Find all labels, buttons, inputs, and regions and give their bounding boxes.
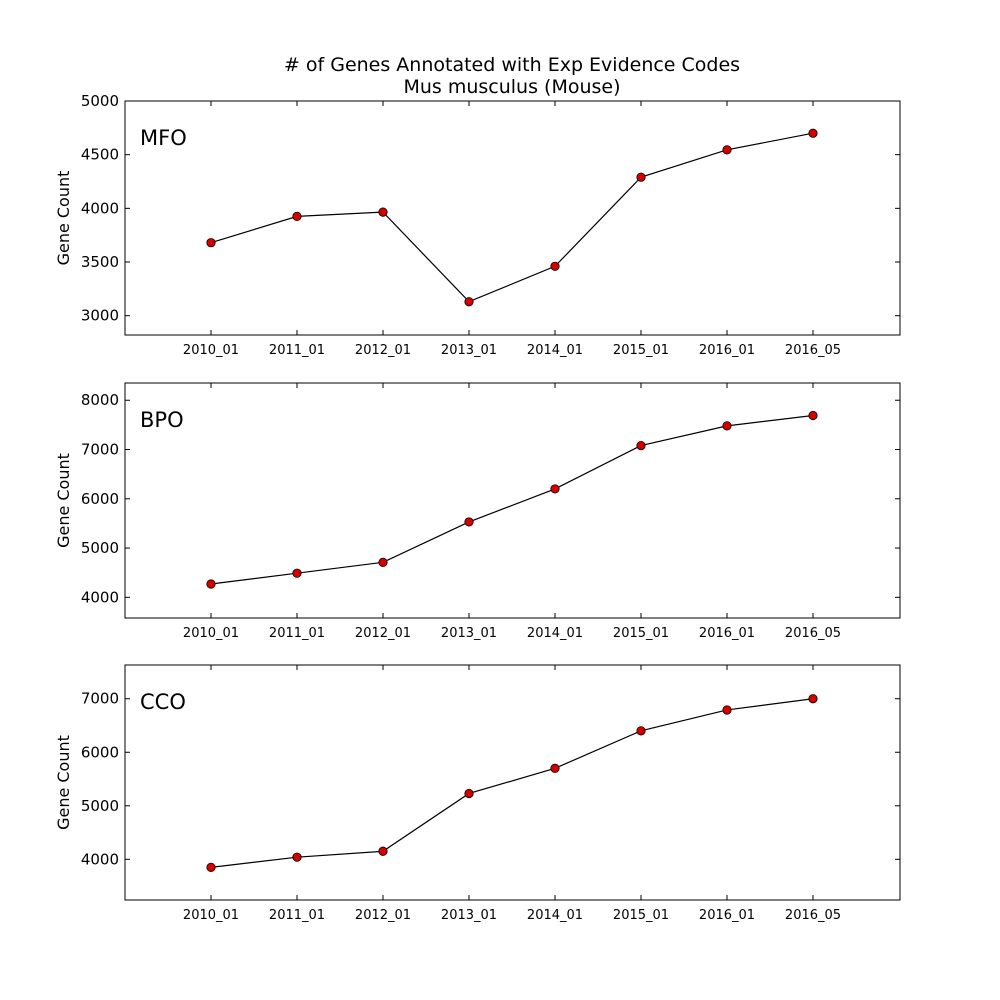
cco-xtick-label: 2016_05	[785, 908, 841, 923]
cco-data-point	[206, 862, 216, 872]
mfo-xtick-label: 2012_01	[355, 343, 411, 358]
mfo-ytick-label: 3000	[81, 307, 119, 325]
mfo-data-point	[206, 238, 216, 248]
mfo-xtick-label: 2013_01	[441, 343, 497, 358]
chart-panels: 3000 3500 4000 4500 5000 2010_01 2011_01 2012_0…	[54, 92, 901, 923]
mfo-xtick-label: 2015_01	[613, 343, 669, 358]
bpo-data-point	[378, 557, 388, 567]
bpo-data-point	[550, 484, 560, 494]
mfo-data-point	[636, 172, 646, 182]
mfo-data-point	[550, 261, 560, 271]
mfo-ytick-label: 3500	[81, 253, 119, 271]
mfo-xtick-label: 2016_05	[785, 343, 841, 358]
mfo-ytick-label: 5000	[81, 92, 119, 110]
cco-data-point	[292, 852, 302, 862]
cco-ytick-label: 6000	[81, 743, 119, 761]
cco-ytick-label: 4000	[81, 850, 119, 868]
cco-data-point	[550, 763, 560, 773]
bpo-xtick-label: 2016_05	[785, 626, 841, 641]
bpo-xtick-label: 2010_01	[183, 626, 239, 641]
bpo-ytick-label: 4000	[81, 588, 119, 606]
cco-xtick-label: 2011_01	[269, 908, 325, 923]
mfo-panel: 3000 3500 4000 4500 5000 2010_01 2011_01 2012_0…	[54, 92, 901, 358]
cco-xtick-label: 2010_01	[183, 908, 239, 923]
cco-panel-label: CCO	[140, 690, 186, 714]
mfo-data-point	[378, 207, 388, 217]
bpo-xtick-label: 2012_01	[355, 626, 411, 641]
cco-data-point	[464, 788, 474, 799]
cco-panel: 4000 5000 6000 7000 2010_01 2011_01 2012_01 201…	[54, 664, 901, 923]
cco-data-point	[378, 846, 388, 856]
mfo-axes-frame	[124, 100, 901, 336]
bpo-series-line	[210, 414, 814, 585]
cco-series-line	[210, 698, 814, 868]
bpo-ytick-label: 6000	[81, 490, 119, 508]
cco-xtick-label: 2013_01	[441, 908, 497, 923]
cco-xtick-label: 2014_01	[527, 908, 583, 923]
mfo-ytick-label: 4000	[81, 199, 119, 217]
mfo-xtick-label: 2016_01	[699, 343, 755, 358]
bpo-xtick-label: 2016_01	[699, 626, 755, 641]
cco-ytick-label: 7000	[81, 690, 119, 708]
mfo-data-point	[292, 211, 302, 221]
bpo-xtick-label: 2014_01	[527, 626, 583, 641]
mfo-panel-label: MFO	[140, 126, 187, 150]
cco-xtick-label: 2016_01	[699, 908, 755, 923]
bpo-data-point	[292, 568, 302, 578]
bpo-xtick-label: 2013_01	[441, 626, 497, 641]
bpo-data-point	[722, 421, 732, 431]
bpo-data-point	[808, 410, 818, 421]
mfo-data-point	[808, 128, 818, 138]
mfo-xtick-label: 2010_01	[183, 343, 239, 358]
cco-data-point	[722, 705, 732, 715]
bpo-data-point	[464, 517, 474, 527]
bpo-xtick-label: 2015_01	[613, 626, 669, 641]
bpo-ytick-label: 7000	[81, 441, 119, 459]
bpo-axes-frame	[124, 382, 901, 619]
mfo-xtick-label: 2014_01	[527, 343, 583, 358]
bpo-data-point	[636, 440, 646, 451]
cco-axes-frame	[124, 664, 901, 901]
chart-title-line2: Mus musculus (Mouse)	[403, 76, 620, 98]
bpo-panel: 4000 5000 6000 7000 8000 2010_01 2011_01 2012_0…	[54, 382, 901, 641]
mfo-data-point	[722, 145, 732, 155]
mfo-xtick-label: 2011_01	[269, 343, 325, 358]
chart-title-line1: # of Genes Annotated with Exp Evidence C…	[284, 54, 740, 76]
mfo-series-line	[210, 132, 814, 303]
mfo-data-point	[464, 297, 474, 307]
cco-xtick-label: 2015_01	[613, 908, 669, 923]
cco-ytick-label: 5000	[81, 797, 119, 815]
cco-ylabel: Gene Count	[54, 735, 73, 830]
bpo-ylabel: Gene Count	[54, 453, 73, 548]
bpo-ytick-label: 5000	[81, 539, 119, 557]
bpo-xtick-label: 2011_01	[269, 626, 325, 641]
mfo-ylabel: Gene Count	[54, 171, 73, 266]
bpo-panel-label: BPO	[140, 408, 184, 432]
cco-data-point	[636, 726, 646, 736]
mfo-ytick-label: 4500	[81, 146, 119, 164]
bpo-data-point	[206, 579, 216, 589]
bpo-ytick-label: 8000	[81, 391, 119, 409]
cco-xtick-label: 2012_01	[355, 908, 411, 923]
cco-data-point	[808, 694, 818, 704]
